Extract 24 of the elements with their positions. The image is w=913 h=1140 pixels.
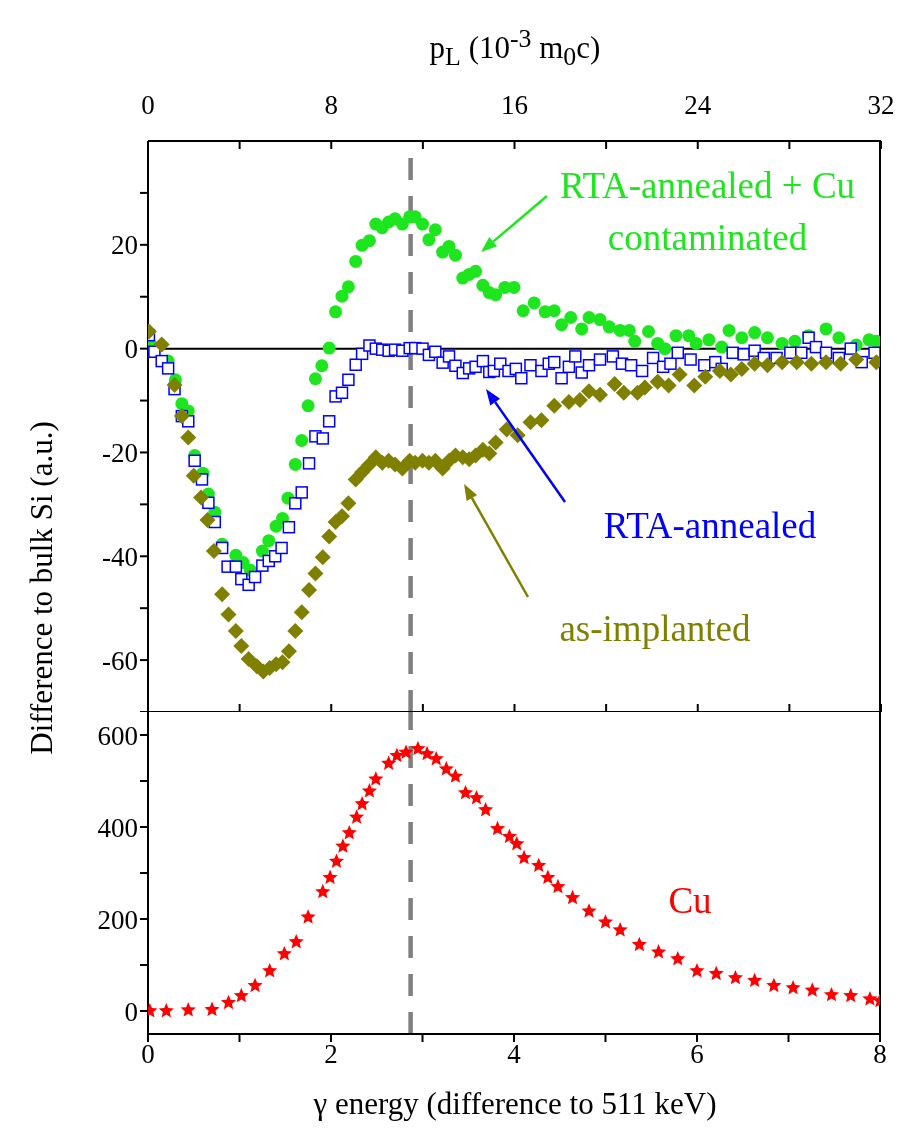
text: RTA-annealed [602,504,818,548]
y-tick-label: 0 [124,334,138,365]
y-tick-label: 400 [97,812,138,843]
legend-label: RTA-annealed + Cu contaminated [558,164,857,260]
y-tick-label: 20 [111,230,138,261]
y-tick-label: 600 [97,720,138,751]
text: as-implanted [558,607,752,651]
series-label: Cu [667,879,713,923]
y-tick-label: 0 [124,996,138,1027]
x2-tick-label: 8 [324,90,338,120]
y-tick-label: -40 [102,541,138,572]
x2-tick-label: 24 [684,90,712,120]
x-tick-label: 2 [324,1039,338,1070]
x2-tick-label: 16 [501,90,528,120]
x-axis-title: γ energy (difference to 511 keV) [313,1086,717,1122]
x-tick-label: 8 [873,1039,887,1070]
x2-axis-title: p$_{L}$ (10$^{-3}$ m$_{0}$c) [429,23,601,73]
y-tick-label: 200 [97,904,138,935]
y-tick-label: -60 [102,645,138,676]
y-axis-title: Difference to bulk Si (a.u.) [24,421,60,755]
x2-tick-label: 32 [867,90,895,120]
y-tick-label: -20 [102,438,138,469]
x-tick-label: 4 [507,1039,522,1070]
x-tick-label: 6 [690,1039,704,1070]
